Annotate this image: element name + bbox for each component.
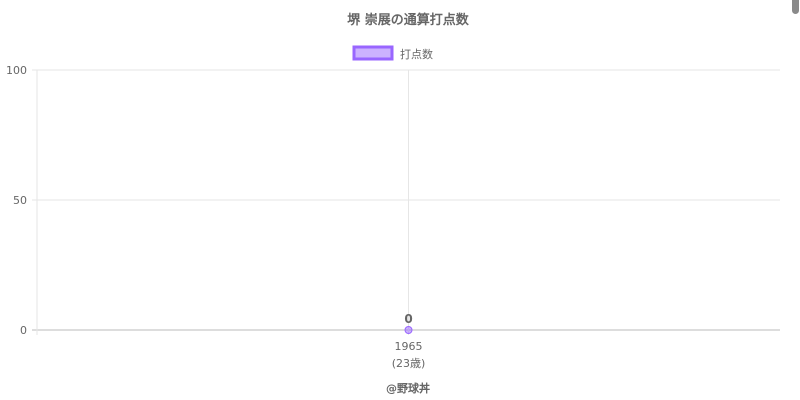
data-point (404, 326, 413, 334)
marks: 0 (404, 312, 413, 334)
scrollbar[interactable] (792, 0, 799, 14)
legend-swatch[interactable] (352, 45, 394, 61)
y-tick-label: 0 (20, 324, 27, 337)
grid: 0 50 100 1965 (23歳) (6, 64, 780, 370)
x-tick-sublabel: (23歳) (392, 357, 426, 370)
y-tick-label: 100 (6, 64, 27, 77)
x-tick-label: 1965 (395, 340, 423, 353)
credit: @野球丼 (386, 381, 430, 395)
data-label: 0 (404, 312, 412, 326)
legend-label[interactable]: 打点数 (400, 47, 433, 61)
y-tick-label: 50 (13, 194, 27, 207)
chart-title: 堺 崇展の通算打点数 (347, 12, 470, 28)
